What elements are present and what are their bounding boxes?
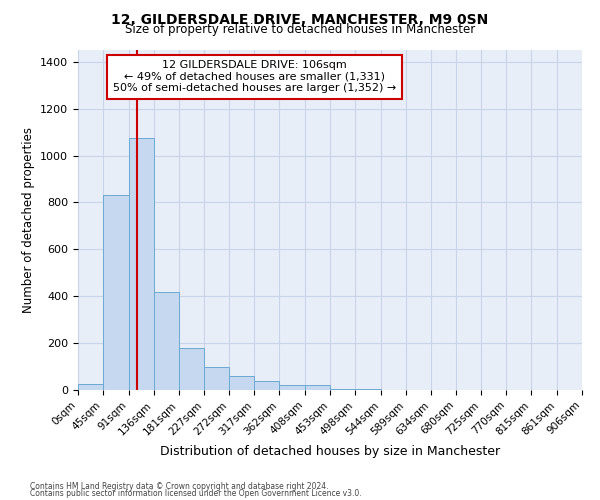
Bar: [229, 376, 254, 390]
Text: Contains public sector information licensed under the Open Government Licence v3: Contains public sector information licen…: [30, 489, 362, 498]
Bar: [254, 380, 280, 390]
Text: 12 GILDERSDALE DRIVE: 106sqm
← 49% of detached houses are smaller (1,331)
50% of: 12 GILDERSDALE DRIVE: 106sqm ← 49% of de…: [113, 60, 396, 94]
Y-axis label: Number of detached properties: Number of detached properties: [22, 127, 35, 313]
Bar: [330, 389, 355, 390]
Bar: [103, 196, 128, 390]
Bar: [179, 348, 204, 390]
Bar: [128, 138, 154, 390]
Bar: [154, 292, 179, 390]
Bar: [204, 366, 229, 390]
Text: 12, GILDERSDALE DRIVE, MANCHESTER, M9 0SN: 12, GILDERSDALE DRIVE, MANCHESTER, M9 0S…: [112, 12, 488, 26]
Bar: [305, 386, 330, 390]
Bar: [280, 386, 305, 390]
Text: Size of property relative to detached houses in Manchester: Size of property relative to detached ho…: [125, 22, 475, 36]
Bar: [355, 389, 380, 390]
Text: Contains HM Land Registry data © Crown copyright and database right 2024.: Contains HM Land Registry data © Crown c…: [30, 482, 329, 491]
Bar: [78, 384, 103, 390]
X-axis label: Distribution of detached houses by size in Manchester: Distribution of detached houses by size …: [160, 445, 500, 458]
